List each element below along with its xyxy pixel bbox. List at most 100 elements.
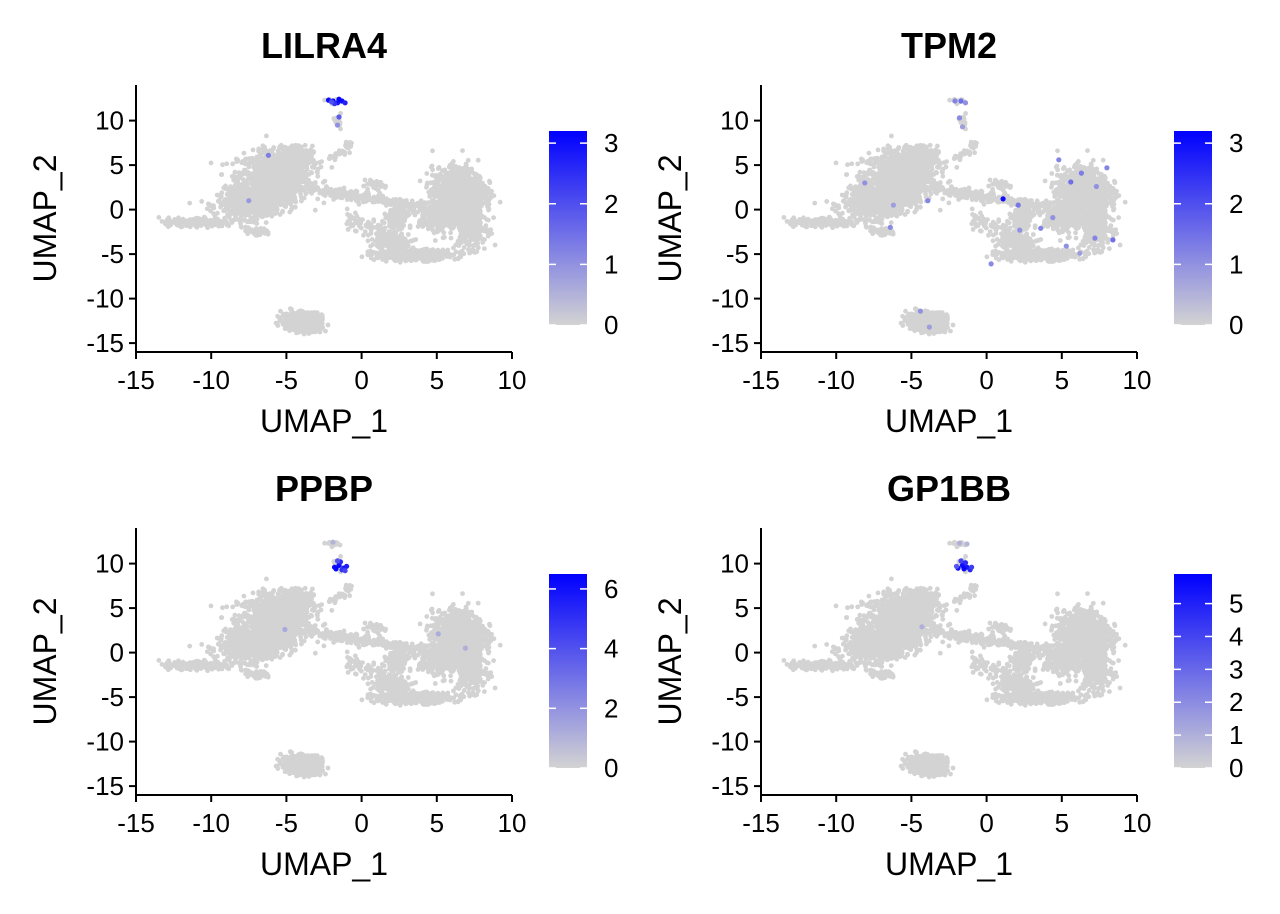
cell-point [316, 160, 322, 166]
cell-point [465, 205, 471, 210]
cell-point [218, 204, 224, 210]
cell-point [429, 191, 435, 197]
cell-point [291, 189, 297, 195]
cell-point [431, 217, 437, 223]
cell-point [406, 251, 411, 257]
cell-point [437, 215, 443, 221]
cell-point [281, 195, 286, 201]
cell-point [356, 201, 362, 207]
cell-point [349, 195, 355, 201]
cell-point [260, 180, 265, 186]
cell-point [236, 217, 242, 223]
cell-point [245, 170, 251, 175]
cell-point [326, 156, 332, 162]
cell-point [239, 212, 245, 217]
cell-point [272, 194, 278, 200]
cell-point [252, 198, 257, 204]
cell-point [222, 208, 228, 214]
cell-point [285, 326, 291, 331]
cell-point [282, 184, 288, 190]
cell-point [359, 254, 365, 260]
cell-point [487, 178, 492, 184]
cell-point [461, 197, 466, 203]
cell-point [477, 179, 483, 185]
cell-point [275, 152, 280, 158]
cell-point [216, 198, 222, 203]
cell-point [442, 184, 447, 190]
cell-point [432, 184, 438, 190]
cell-point [367, 195, 372, 201]
cell-point [345, 190, 351, 196]
cell-point [465, 157, 471, 163]
cell-point [471, 248, 477, 254]
cell-point [433, 255, 438, 260]
cell-point [347, 150, 352, 156]
cell-point [439, 194, 445, 200]
cell-point [278, 201, 284, 207]
cell-point [274, 207, 280, 212]
cell-point [215, 210, 220, 216]
cell-point [333, 192, 339, 198]
cell-point [293, 311, 299, 317]
cell-point [482, 215, 487, 220]
cell-point [252, 167, 258, 173]
cell-point [328, 188, 334, 194]
cell-point [417, 202, 422, 208]
cell-point [243, 224, 249, 230]
cell-point [394, 257, 399, 263]
cell-point [256, 208, 262, 213]
cell-point [432, 238, 438, 243]
cell-point [246, 210, 252, 216]
cell-point [311, 326, 316, 332]
cell-point [491, 215, 496, 221]
cell-point [442, 216, 448, 221]
cell-point [243, 156, 248, 162]
cell-point [477, 217, 482, 223]
cell-point [297, 316, 303, 321]
cell-point [226, 196, 232, 202]
cell-point [445, 189, 451, 195]
cell-point [287, 306, 293, 312]
cell-point [195, 217, 200, 223]
cell-point [247, 190, 253, 196]
cell-point [470, 185, 476, 191]
cell-point [270, 152, 276, 158]
cell-point [382, 211, 388, 217]
cell-point [456, 199, 462, 205]
cell-point [486, 190, 492, 196]
cell-point [266, 166, 272, 172]
cell-point [440, 203, 446, 209]
cell-point [199, 219, 204, 224]
cell-point [325, 322, 331, 328]
cell-point [238, 224, 244, 230]
cell-point [262, 172, 268, 178]
cell-point [323, 328, 328, 334]
cell-point [242, 178, 248, 184]
cell-point [429, 163, 435, 169]
cell-point [225, 203, 231, 209]
cell-point [232, 198, 238, 204]
cell-point [462, 169, 467, 174]
cell-point [401, 223, 406, 229]
cell-point [262, 158, 268, 164]
cell-point [413, 256, 419, 261]
cell-point [284, 173, 290, 179]
cell-point [446, 175, 452, 181]
cell-point [271, 145, 277, 150]
cell-point [272, 159, 278, 165]
cell-point [229, 210, 235, 216]
cell-point [283, 155, 289, 161]
cell-point [317, 323, 323, 329]
cell-point [276, 163, 282, 169]
cell-point [373, 197, 379, 202]
cell-point [248, 173, 254, 179]
cell-point [420, 212, 426, 218]
cell-point [460, 148, 465, 154]
cell-point [299, 161, 305, 167]
cell-point [187, 224, 193, 230]
cell-point [439, 211, 445, 216]
cell-point [256, 231, 261, 237]
cell-point [294, 330, 299, 336]
cell-point [384, 202, 390, 208]
panel-lilra4: LILRA4 -15 -10 -5 0 5 10 -15 -10 -5 0 5 10 UMAP_1 UMAP… [0, 0, 640, 457]
